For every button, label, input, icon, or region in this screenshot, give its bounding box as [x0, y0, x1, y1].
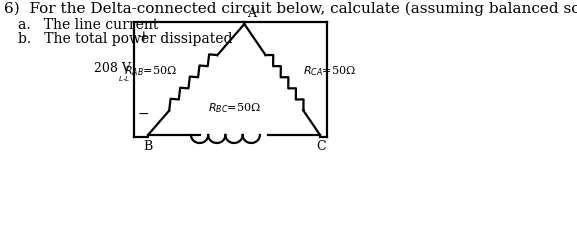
- Text: C: C: [317, 140, 326, 153]
- Text: B: B: [143, 140, 152, 153]
- Text: A: A: [247, 7, 256, 20]
- Text: b.   The total power dissipated: b. The total power dissipated: [18, 32, 233, 46]
- Text: $R_{BC}$=50Ω: $R_{BC}$=50Ω: [208, 101, 260, 115]
- Text: 208 V: 208 V: [94, 61, 131, 75]
- Text: 6)  For the Delta-connected circuit below, calculate (assuming balanced source):: 6) For the Delta-connected circuit below…: [4, 2, 577, 16]
- Text: −: −: [138, 107, 149, 121]
- Text: $R_{AB}$=50Ω: $R_{AB}$=50Ω: [124, 65, 177, 78]
- Text: a.   The line current: a. The line current: [18, 18, 158, 32]
- Text: $R_{CA}$=50Ω: $R_{CA}$=50Ω: [303, 65, 355, 78]
- Text: +: +: [138, 30, 149, 44]
- Text: $_{L‑L}$: $_{L‑L}$: [118, 75, 131, 84]
